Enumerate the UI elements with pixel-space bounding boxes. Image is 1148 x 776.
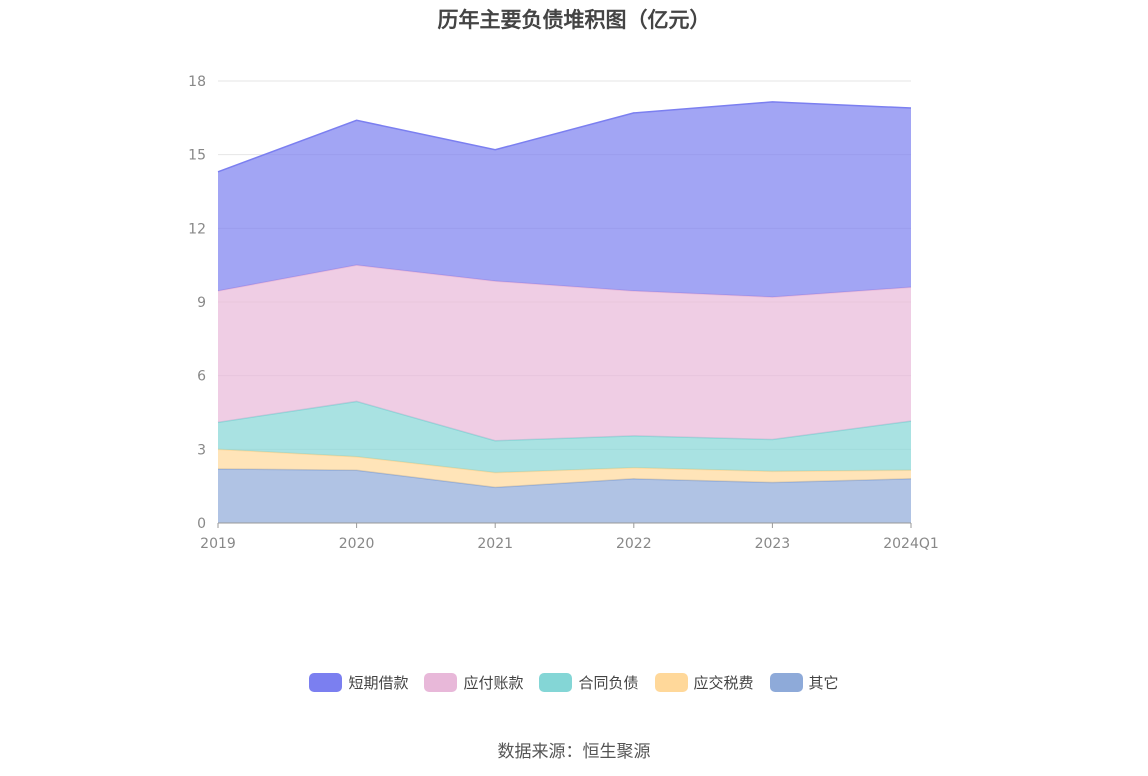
- legend-swatch: [539, 673, 573, 692]
- legend-label: 短期借款: [348, 674, 409, 692]
- legend-label: 应付账款: [463, 674, 524, 692]
- legend-label: 其它: [808, 674, 839, 692]
- area-其它: [218, 468, 911, 523]
- y-tick-label: 6: [197, 369, 206, 385]
- x-tick-label: 2020: [339, 536, 375, 552]
- data-source: 数据来源：恒生聚源: [497, 742, 651, 762]
- legend-swatch: [424, 673, 458, 692]
- legend-label: 合同负债: [578, 674, 639, 692]
- y-tick-label: 12: [188, 221, 206, 237]
- y-tick-label: 0: [197, 516, 206, 532]
- y-tick-label: 18: [188, 74, 206, 90]
- area-应付账款: [218, 265, 911, 441]
- legend: 短期借款 应付账款 合同负债 应交税费 其它: [0, 672, 1148, 693]
- x-tick-label: 2022: [616, 536, 652, 552]
- legend-swatch: [769, 673, 803, 692]
- y-tick-label: 9: [197, 295, 206, 311]
- area-合同负债: [218, 401, 911, 473]
- legend-swatch: [654, 673, 688, 692]
- y-tick-label: 3: [197, 442, 206, 458]
- y-tick-label: 15: [188, 148, 206, 164]
- chart-title: 历年主要负债堆积图（亿元）: [437, 8, 711, 32]
- area-短期借款: [218, 101, 911, 298]
- x-tick-label: 2019: [200, 536, 236, 552]
- area-series: [217, 101, 912, 523]
- x-tick-label: 2024Q1: [883, 536, 939, 552]
- stacked-area-chart: 0 3 6 9 12 15 18 2019 2020 2021 2022 2023 2024Q1: [188, 74, 939, 552]
- legend-item[interactable]: 应付账款: [424, 672, 523, 693]
- legend-item[interactable]: 应交税费: [654, 672, 754, 693]
- legend-item[interactable]: 其它: [769, 672, 839, 693]
- series-line-应付账款: [217, 264, 912, 298]
- x-tick-label: 2021: [477, 536, 513, 552]
- legend-swatch: [309, 673, 343, 692]
- legend-label: 应交税费: [693, 674, 754, 692]
- area-应交税费: [218, 449, 911, 488]
- axes: 2019 2020 2021 2022 2023 2024Q1: [200, 522, 939, 552]
- legend-item[interactable]: 合同负债: [539, 672, 639, 693]
- legend-item[interactable]: 短期借款: [309, 672, 408, 693]
- x-tick-label: 2023: [755, 536, 791, 552]
- series-line-短期借款: [217, 101, 912, 173]
